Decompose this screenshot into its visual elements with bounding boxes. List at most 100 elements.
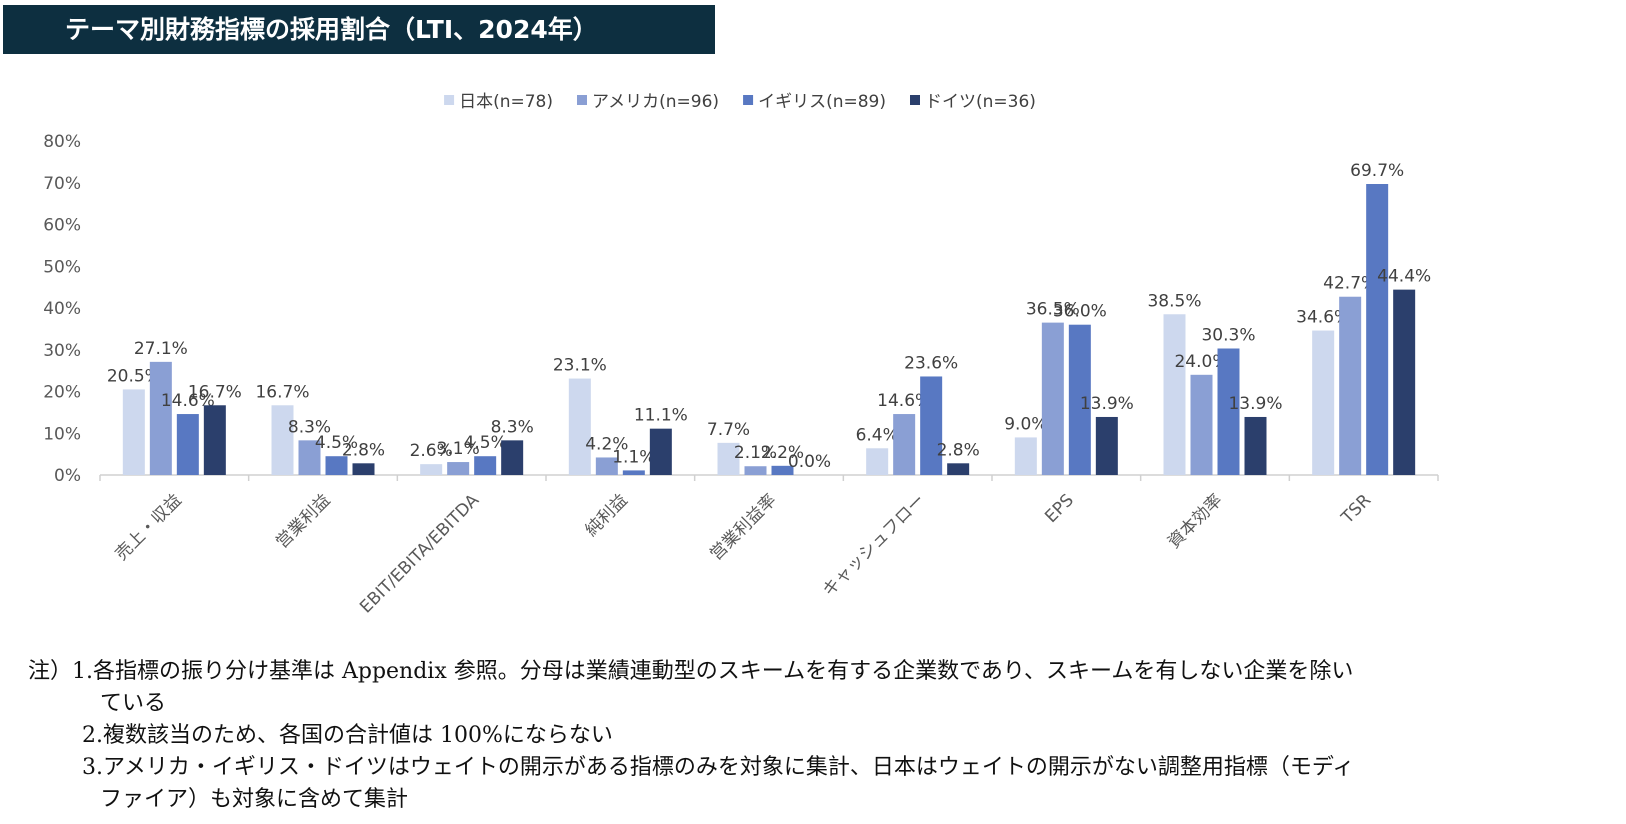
bar (474, 456, 497, 475)
data-label: 3.1% (437, 439, 480, 459)
data-label: 6.4% (856, 425, 899, 445)
data-label: 2.8% (342, 440, 385, 460)
data-label: 34.6% (1296, 308, 1350, 328)
y-tick-label: 70% (43, 174, 81, 194)
bar (717, 442, 740, 475)
category-label: 純利益 (582, 490, 632, 540)
legend-label: ドイツ(n=36) (925, 92, 1036, 112)
bar (1163, 314, 1186, 475)
y-tick-label: 40% (43, 299, 81, 319)
data-label: 0.0% (788, 452, 831, 472)
y-tick-label: 0% (54, 466, 81, 486)
bar (271, 405, 294, 475)
bar (1393, 289, 1416, 475)
data-label: 20.5% (107, 366, 161, 386)
data-label: 36.0% (1053, 302, 1107, 322)
bar (420, 464, 443, 475)
bar (122, 389, 145, 475)
data-label: 16.7% (255, 382, 309, 402)
y-tick-label: 30% (43, 341, 81, 361)
legend-swatch (444, 95, 455, 105)
bar (149, 361, 172, 475)
bar (1217, 348, 1240, 475)
bar (649, 428, 672, 475)
category-label: TSR (1337, 490, 1375, 528)
data-label: 13.9% (1228, 394, 1282, 414)
data-label: 13.9% (1080, 394, 1134, 414)
y-tick-label: 50% (43, 257, 81, 277)
y-tick-label: 80% (43, 132, 81, 152)
data-label: 2.8% (937, 440, 980, 460)
legend-label: イギリス(n=89) (758, 92, 886, 112)
category-label: 営業利益率 (706, 490, 780, 564)
data-label: 8.3% (288, 417, 331, 437)
data-label: 4.5% (464, 433, 507, 453)
footnote-3: 3.アメリカ・イギリス・ドイツはウェイトの開示がある指標のみを対象に集計、日本は… (28, 752, 1624, 816)
legend-label: 日本(n=78) (459, 92, 553, 112)
legend-swatch (910, 95, 920, 105)
data-label: 1.1% (612, 447, 655, 467)
y-tick-label: 10% (43, 424, 81, 444)
data-label: 8.3% (491, 417, 534, 437)
bar (771, 465, 794, 475)
data-label: 11.1% (634, 406, 688, 426)
data-label: 14.6% (161, 391, 215, 411)
bar (501, 440, 524, 475)
bar (622, 470, 645, 475)
footnote-1-continuation: ている (100, 691, 167, 716)
footnote-1: 注）1.各指標の振り分け基準は Appendix 参照。分母は業績連動型のスキー… (28, 656, 1624, 720)
bar-chart: 0% 10% 20% 30% 40% 50% 60% 70% 80% 20.5% 27.1% 14.6… (43, 92, 1439, 617)
category-label: キャッシュフロー (819, 490, 929, 600)
bar (352, 463, 375, 475)
bar (1366, 184, 1389, 475)
data-label: 42.7% (1323, 274, 1377, 294)
category-label: 資本効率 (1164, 490, 1226, 552)
bar (203, 405, 226, 475)
bar (744, 466, 767, 475)
footnote-3-continuation: ファイア）も対象に含めて集計 (100, 787, 409, 812)
bar (1014, 437, 1037, 475)
bar (920, 376, 943, 475)
data-label: 23.1% (553, 356, 607, 376)
bar (1068, 324, 1091, 475)
data-label: 23.6% (904, 353, 958, 373)
category-label: EPS (1041, 490, 1078, 527)
data-label: 38.5% (1147, 291, 1201, 311)
footnote-1-text: 注）1.各指標の振り分け基準は Appendix 参照。分母は業績連動型のスキー… (28, 659, 1354, 684)
bar (1041, 322, 1064, 475)
data-label: 2.6% (410, 441, 453, 461)
bar (298, 440, 321, 475)
legend-label: アメリカ(n=96) (592, 92, 719, 112)
bar (1244, 416, 1267, 475)
data-label: 27.1% (134, 339, 188, 359)
page-title: テーマ別財務指標の採用割合（LTI、2024年） (3, 5, 715, 54)
data-label: 4.2% (585, 434, 628, 454)
bar (1312, 330, 1335, 475)
data-label: 24.0% (1174, 352, 1228, 372)
data-label: 44.4% (1377, 267, 1431, 287)
bar (325, 456, 348, 475)
data-label: 2.2% (761, 443, 804, 463)
bar (947, 463, 970, 475)
data-label: 2.1% (734, 443, 777, 463)
legend-swatch (577, 95, 587, 105)
bar (1095, 416, 1118, 475)
category-label: 売上・収益 (112, 490, 186, 564)
y-tick-label: 20% (43, 383, 81, 403)
y-tick-label: 60% (43, 216, 81, 236)
data-label: 36.5% (1026, 300, 1080, 320)
data-label: 7.7% (707, 420, 750, 440)
footnote-3-text: 3.アメリカ・イギリス・ドイツはウェイトの開示がある指標のみを対象に集計、日本は… (82, 755, 1355, 780)
bar (595, 457, 618, 475)
data-label: 9.0% (1004, 414, 1047, 434)
footnotes: 注）1.各指標の振り分け基準は Appendix 参照。分母は業績連動型のスキー… (28, 656, 1624, 816)
bar (176, 414, 199, 475)
bar (893, 414, 916, 475)
data-label: 4.5% (315, 433, 358, 453)
bar (568, 378, 591, 475)
category-label: EBIT/EBITA/EBITDA (356, 490, 483, 617)
bar (1339, 296, 1362, 475)
footnote-2: 2.複数該当のため、各国の合計値は 100%にならない (82, 723, 613, 748)
data-label: 30.3% (1201, 325, 1255, 345)
bar (1190, 374, 1213, 475)
